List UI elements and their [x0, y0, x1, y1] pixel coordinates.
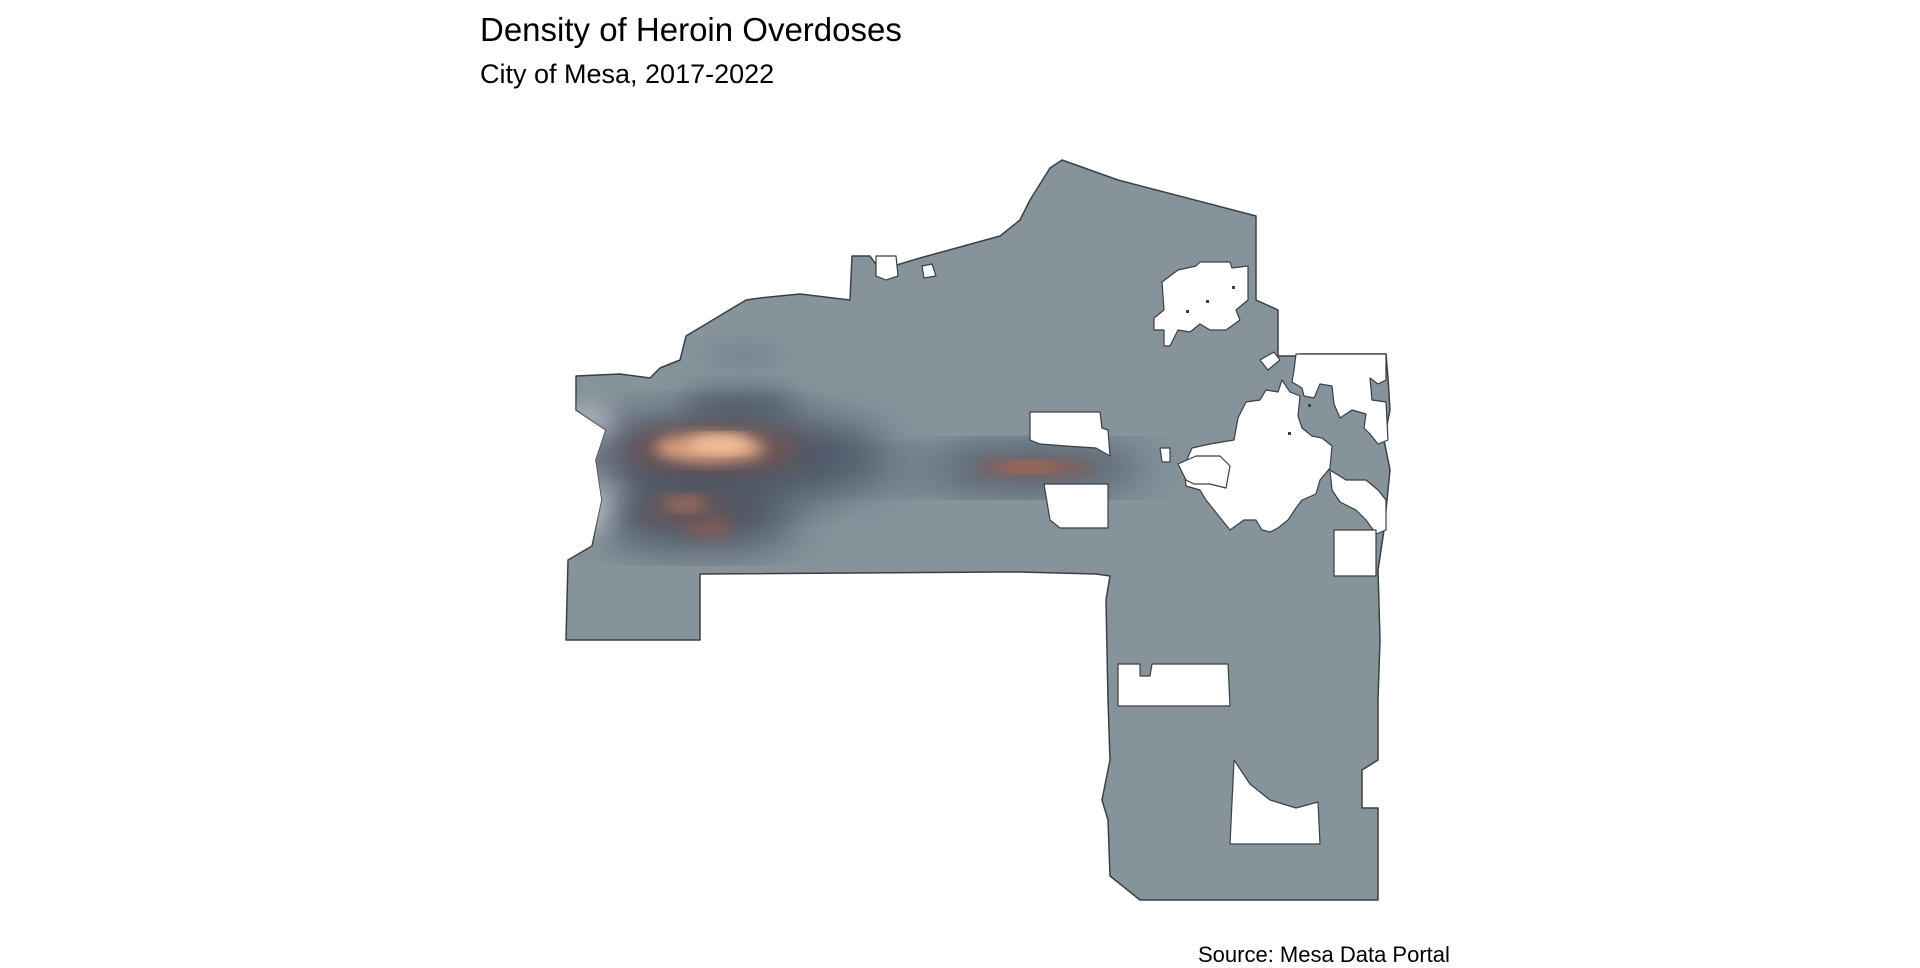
map-subtitle: City of Mesa, 2017-2022 — [480, 59, 775, 89]
map-caption: Source: Mesa Data Portal — [1198, 942, 1450, 967]
map-title: Density of Heroin Overdoses — [480, 11, 902, 48]
city-boundary — [565, 159, 1391, 901]
density-layer — [566, 344, 1150, 548]
unincorporated-areas — [875, 255, 1389, 845]
boundary-specks — [1186, 286, 1311, 435]
